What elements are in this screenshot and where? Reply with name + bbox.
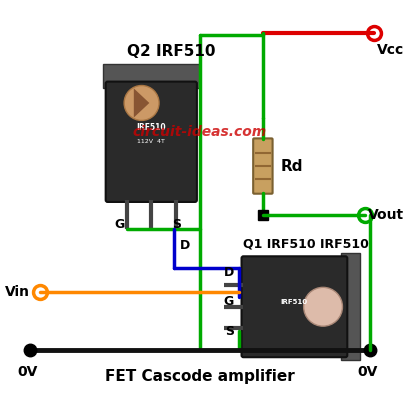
Text: Vout: Vout [368, 208, 404, 222]
FancyBboxPatch shape [103, 64, 200, 88]
Text: Q1 IRF510 IRF510: Q1 IRF510 IRF510 [243, 237, 369, 251]
FancyBboxPatch shape [242, 256, 347, 357]
Text: G: G [224, 296, 234, 308]
FancyBboxPatch shape [341, 253, 360, 360]
Text: Vcc: Vcc [378, 43, 405, 57]
Text: IRF510: IRF510 [281, 299, 308, 305]
Text: IRF510: IRF510 [137, 123, 166, 132]
Text: D: D [224, 266, 234, 279]
Text: 112V  4T: 112V 4T [137, 139, 165, 144]
Circle shape [124, 85, 159, 120]
Text: Rd: Rd [280, 158, 303, 174]
Text: 0V: 0V [18, 365, 38, 379]
Text: Q2 IRF510: Q2 IRF510 [127, 44, 216, 59]
Polygon shape [134, 88, 149, 117]
Circle shape [303, 288, 342, 326]
Text: Vin: Vin [5, 285, 30, 299]
FancyBboxPatch shape [106, 82, 197, 202]
FancyBboxPatch shape [253, 138, 272, 194]
Text: circuit-ideas.com: circuit-ideas.com [133, 125, 267, 139]
Text: D: D [180, 239, 190, 252]
Text: S: S [225, 324, 234, 338]
Text: FET Cascode amplifier: FET Cascode amplifier [105, 369, 294, 385]
Text: S: S [172, 218, 181, 231]
Text: 0V: 0V [357, 365, 378, 379]
Text: G: G [115, 218, 125, 231]
